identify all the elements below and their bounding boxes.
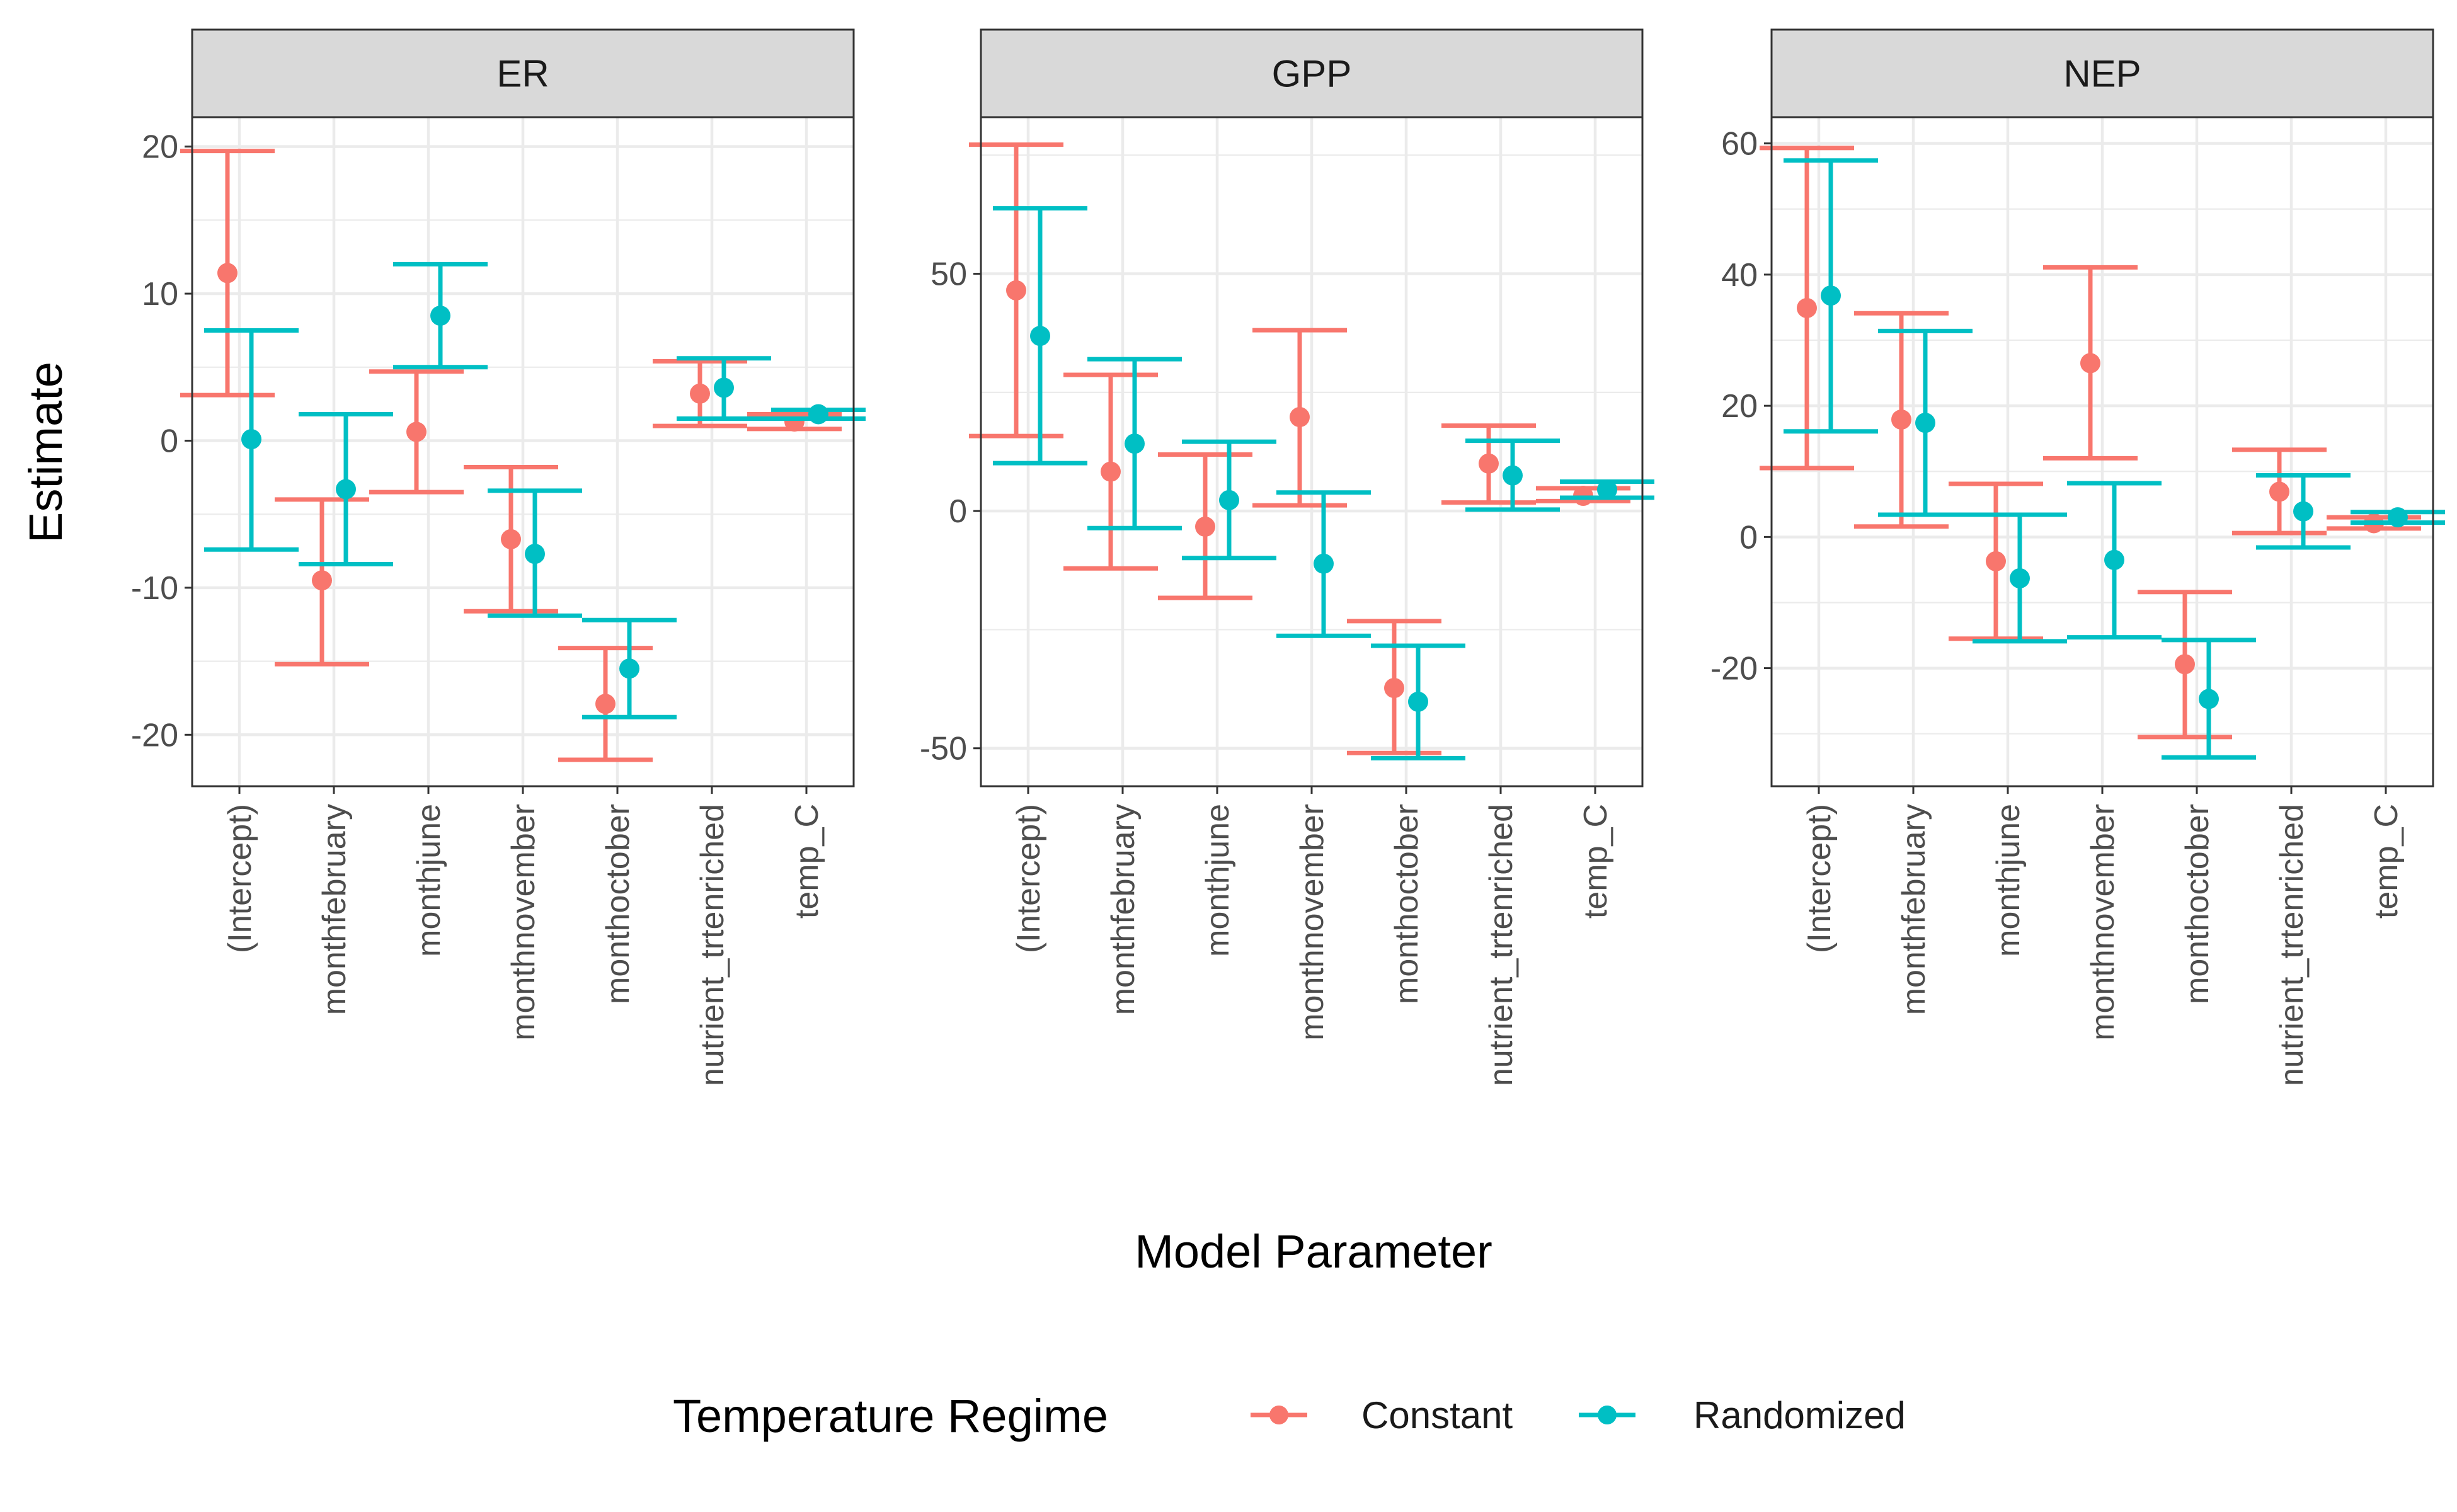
point-er-constant xyxy=(784,411,805,432)
point-er-randomized xyxy=(714,377,734,398)
point-gpp-randomized xyxy=(1125,433,1145,454)
x-tick-label: (Intercept) xyxy=(222,804,258,953)
point-er-constant xyxy=(312,570,332,591)
x-tick-label: monthfebruary xyxy=(1105,804,1142,1015)
point-nep-randomized xyxy=(1915,413,1935,433)
x-tick-label: temp_C xyxy=(2368,804,2405,919)
x-tick-label: monthnovember xyxy=(505,804,542,1041)
point-er-randomized xyxy=(808,404,828,425)
point-gpp-constant xyxy=(1195,517,1215,537)
point-nep-constant xyxy=(2269,481,2289,502)
x-tick-label: monthfebruary xyxy=(1896,804,1932,1015)
x-tick-label: nutrient_trtenriched xyxy=(694,804,731,1086)
point-gpp-constant xyxy=(1384,678,1404,699)
strip-er xyxy=(191,28,855,118)
x-tick-label: nutrient_trtenriched xyxy=(1483,804,1520,1086)
y-tick-label: 0 xyxy=(160,423,178,459)
legend-label-constant: Constant xyxy=(1361,1394,1513,1436)
point-nep-constant xyxy=(1797,297,1817,318)
y-tick-label: 60 xyxy=(1721,126,1758,163)
point-nep-randomized xyxy=(2104,549,2124,570)
point-nep-constant xyxy=(1986,551,2006,571)
legend-title: Temperature Regime xyxy=(673,1390,1108,1442)
x-tick-label: monthfebruary xyxy=(316,804,353,1015)
x-tick-label: temp_C xyxy=(1578,804,1614,919)
point-er-constant xyxy=(501,529,521,549)
legend-key-constant xyxy=(1251,1406,1307,1424)
y-tick-label: 40 xyxy=(1721,257,1758,294)
y-tick-label: 0 xyxy=(949,493,967,530)
y-tick-label: 10 xyxy=(142,276,178,312)
strip-label-gpp: GPP xyxy=(1272,53,1352,95)
legend: Temperature Regime Constant Randomized xyxy=(673,1390,1906,1442)
y-axis-title: Estimate xyxy=(20,362,72,543)
point-gpp-randomized xyxy=(1503,465,1523,486)
panel-nep: NEP -20 0 20 40 60 (Intercept) monthfebruary mon… xyxy=(1710,28,2445,1086)
x-tick-label: monthnovember xyxy=(2085,804,2121,1041)
x-tick-label: monthjune xyxy=(1200,804,1236,957)
point-er-randomized xyxy=(241,429,261,450)
y-tick-label: 20 xyxy=(142,129,178,166)
y-tick-label: -20 xyxy=(1710,651,1758,687)
x-tick-label: monthoctober xyxy=(2179,804,2216,1004)
x-tick-label: nutrient_trtenriched xyxy=(2274,804,2310,1086)
point-nep-randomized xyxy=(2199,689,2219,709)
point-nep-constant xyxy=(2175,654,2195,675)
x-tick-label: monthjune xyxy=(411,804,447,957)
x-tick-label: monthoctober xyxy=(600,804,636,1004)
point-gpp-constant xyxy=(1006,280,1026,301)
strip-label-nep: NEP xyxy=(2063,53,2141,95)
point-gpp-randomized xyxy=(1597,479,1617,500)
point-er-constant xyxy=(406,421,427,442)
x-axis-title: Model Parameter xyxy=(1135,1225,1492,1278)
legend-key-randomized-point xyxy=(1598,1406,1617,1424)
panel-gpp: GPP -50 0 50 (Intercept) monthfebruary monthju… xyxy=(920,28,1654,1086)
x-tick-label: temp_C xyxy=(789,804,825,919)
y-tick-label: 50 xyxy=(931,256,967,293)
x-tick-label: (Intercept) xyxy=(1801,804,1838,953)
point-nep-randomized xyxy=(2010,568,2030,588)
strip-gpp xyxy=(980,28,1644,118)
y-tick-label: 0 xyxy=(1739,519,1758,556)
point-gpp-randomized xyxy=(1030,326,1050,346)
point-nep-constant xyxy=(2080,353,2100,374)
panel-er: ER -20 -10 0 10 20 (Intercept) monthfebruary mon… xyxy=(131,28,866,1086)
point-gpp-constant xyxy=(1101,461,1121,482)
point-er-randomized xyxy=(619,658,639,679)
point-nep-randomized xyxy=(2293,501,2313,522)
point-er-randomized xyxy=(430,306,450,326)
strip-label-er: ER xyxy=(496,53,549,95)
legend-key-randomized xyxy=(1579,1406,1635,1424)
legend-key-constant-point xyxy=(1269,1406,1288,1424)
point-nep-randomized xyxy=(2388,507,2408,528)
y-tick-label: -50 xyxy=(920,731,967,767)
x-tick-label: monthoctober xyxy=(1389,804,1425,1004)
point-gpp-randomized xyxy=(1219,490,1239,510)
legend-label-randomized: Randomized xyxy=(1693,1394,1906,1436)
x-tick-label: monthjune xyxy=(1990,804,2027,957)
point-gpp-randomized xyxy=(1314,553,1334,574)
point-er-randomized xyxy=(336,479,356,500)
x-tick-label: monthnovember xyxy=(1294,804,1331,1041)
point-gpp-randomized xyxy=(1408,691,1428,712)
x-tick-label: (Intercept) xyxy=(1011,804,1047,953)
point-er-constant xyxy=(595,694,616,714)
y-tick-label: 20 xyxy=(1721,388,1758,425)
point-er-constant xyxy=(217,263,238,284)
point-nep-randomized xyxy=(1821,285,1841,306)
strip-nep xyxy=(1770,28,2434,118)
point-er-constant xyxy=(690,383,710,404)
y-tick-label: -20 xyxy=(131,717,178,753)
y-tick-label: -10 xyxy=(131,570,178,607)
point-er-randomized xyxy=(525,544,545,564)
point-nep-constant xyxy=(1891,409,1911,430)
point-gpp-constant xyxy=(1290,407,1310,428)
point-gpp-constant xyxy=(1479,453,1499,474)
